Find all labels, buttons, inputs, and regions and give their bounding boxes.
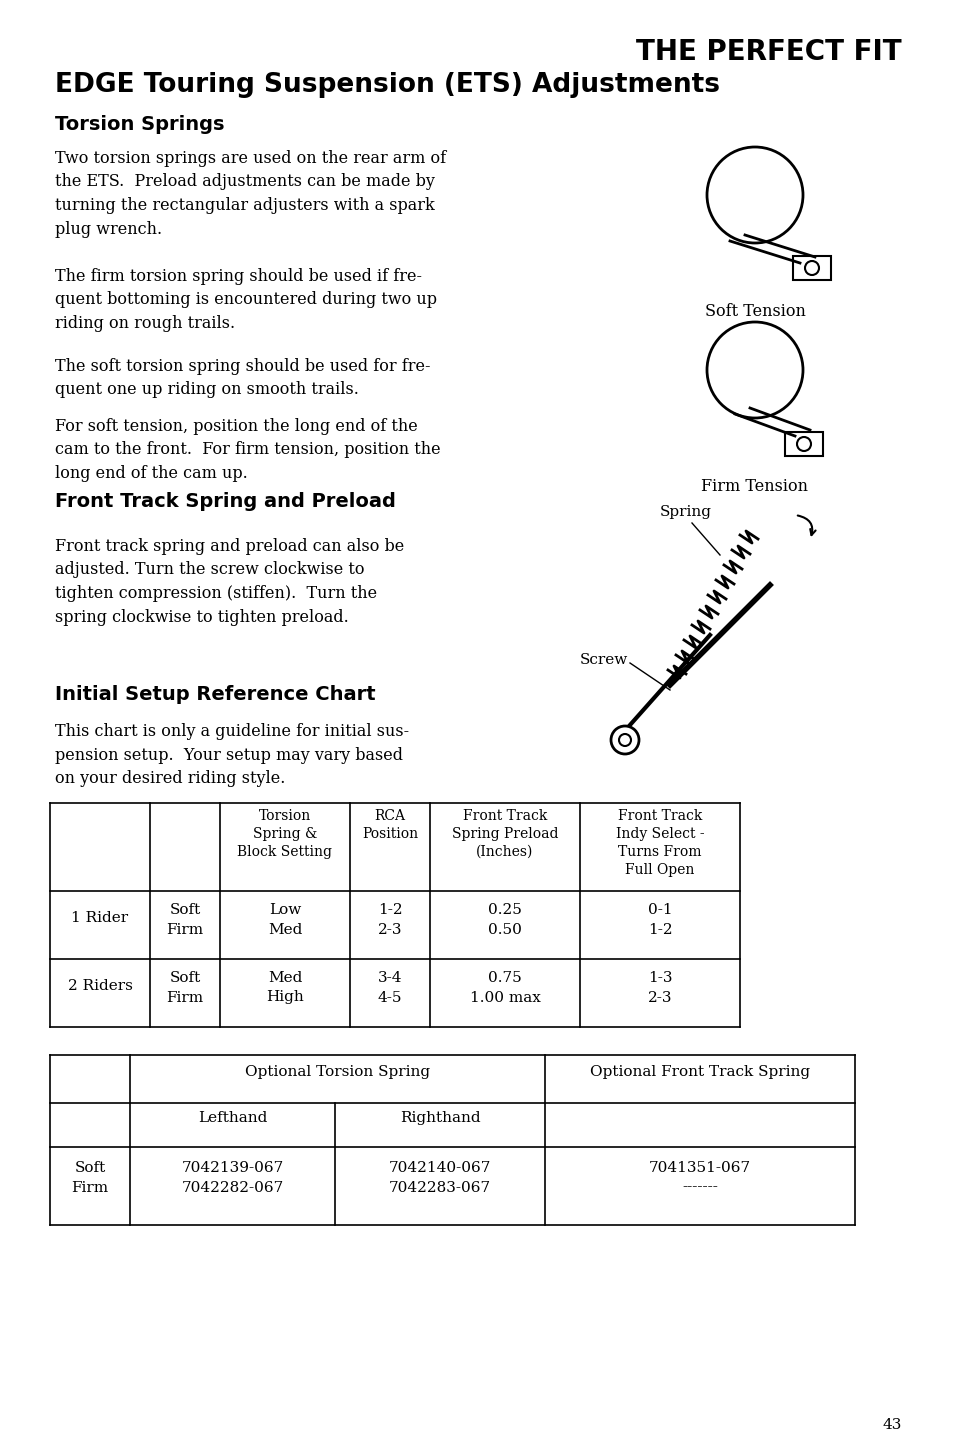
Bar — [784, 432, 822, 457]
Text: EDGE Touring Suspension (ETS) Adjustments: EDGE Touring Suspension (ETS) Adjustment… — [55, 73, 720, 97]
Text: Front Track Spring and Preload: Front Track Spring and Preload — [55, 491, 395, 510]
Text: Optional Front Track Spring: Optional Front Track Spring — [589, 1064, 809, 1079]
Text: Two torsion springs are used on the rear arm of
the ETS.  Preload adjustments ca: Two torsion springs are used on the rear… — [55, 150, 446, 237]
Text: Torsion
Spring &
Block Setting: Torsion Spring & Block Setting — [237, 808, 333, 859]
Text: 0-1
1-2: 0-1 1-2 — [647, 903, 672, 936]
Text: The firm torsion spring should be used if fre-
quent bottoming is encountered du: The firm torsion spring should be used i… — [55, 268, 436, 332]
Text: 1-3
2-3: 1-3 2-3 — [647, 971, 672, 1005]
Text: RCA
Position: RCA Position — [361, 808, 417, 840]
Text: Front Track
Spring Preload
(Inches): Front Track Spring Preload (Inches) — [452, 808, 558, 859]
Text: Low
Med: Low Med — [268, 903, 302, 936]
Text: This chart is only a guideline for initial sus-
pension setup.  Your setup may v: This chart is only a guideline for initi… — [55, 723, 409, 787]
Text: Spring: Spring — [659, 505, 711, 519]
Text: Soft
Firm: Soft Firm — [166, 903, 203, 936]
Text: The soft torsion spring should be used for fre-
quent one up riding on smooth tr: The soft torsion spring should be used f… — [55, 358, 430, 398]
Text: Optional Torsion Spring: Optional Torsion Spring — [245, 1064, 430, 1079]
Bar — [792, 256, 830, 281]
Text: Front track spring and preload can also be
adjusted. Turn the screw clockwise to: Front track spring and preload can also … — [55, 538, 404, 625]
Text: Torsion Springs: Torsion Springs — [55, 115, 224, 134]
Text: Firm Tension: Firm Tension — [700, 478, 807, 494]
Text: Soft
Firm: Soft Firm — [71, 1160, 109, 1195]
Text: 7042139-067
7042282-067: 7042139-067 7042282-067 — [181, 1160, 283, 1195]
Text: Soft
Firm: Soft Firm — [166, 971, 203, 1005]
Text: Soft Tension: Soft Tension — [704, 302, 804, 320]
Text: Lefthand: Lefthand — [197, 1111, 267, 1125]
Text: 7041351-067
-------: 7041351-067 ------- — [648, 1160, 750, 1195]
Text: Righthand: Righthand — [399, 1111, 479, 1125]
Text: 1 Rider: 1 Rider — [71, 912, 129, 925]
Text: 43: 43 — [882, 1418, 901, 1432]
Text: Screw: Screw — [579, 653, 628, 667]
Text: THE PERFECT FIT: THE PERFECT FIT — [636, 38, 901, 65]
Text: Initial Setup Reference Chart: Initial Setup Reference Chart — [55, 685, 375, 704]
Text: 0.25
0.50: 0.25 0.50 — [488, 903, 521, 936]
Text: Med
High: Med High — [266, 971, 304, 1005]
Text: For soft tension, position the long end of the
cam to the front.  For firm tensi: For soft tension, position the long end … — [55, 417, 440, 481]
Text: 3-4
4-5: 3-4 4-5 — [377, 971, 402, 1005]
Text: 0.75
1.00 max: 0.75 1.00 max — [469, 971, 539, 1005]
Text: 2 Riders: 2 Riders — [68, 979, 132, 993]
Text: 1-2
2-3: 1-2 2-3 — [377, 903, 402, 936]
Text: Front Track
Indy Select -
Turns From
Full Open: Front Track Indy Select - Turns From Ful… — [615, 808, 703, 877]
Text: 7042140-067
7042283-067: 7042140-067 7042283-067 — [389, 1160, 491, 1195]
